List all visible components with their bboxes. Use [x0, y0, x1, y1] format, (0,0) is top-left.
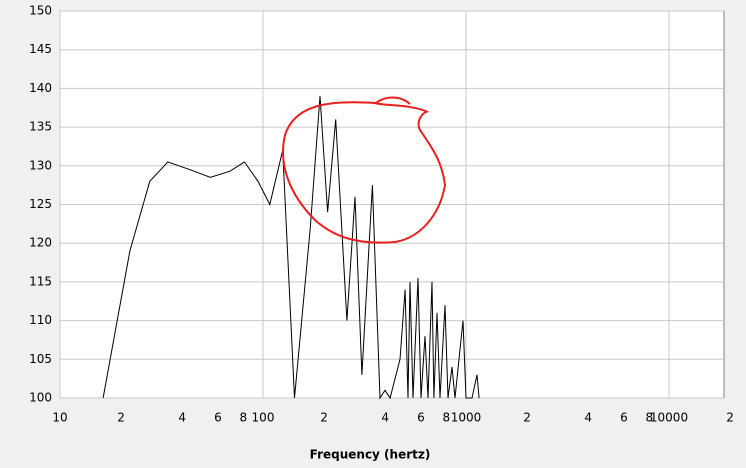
- x-tick-label: 8: [240, 411, 248, 425]
- y-tick-label: 140: [29, 81, 52, 95]
- x-tick-label: 2: [523, 411, 531, 425]
- x-tick-label: 6: [620, 411, 628, 425]
- x-tick-label: 8: [443, 411, 451, 425]
- y-tick-label: 105: [29, 352, 52, 366]
- annotation-circle: [282, 96, 447, 244]
- x-tick-label: 100: [252, 411, 275, 425]
- y-tick-label: 110: [29, 313, 52, 327]
- x-tick-label: 10000: [650, 411, 688, 425]
- y-tick-label: 145: [29, 42, 52, 56]
- x-tick-label: 2: [320, 411, 328, 425]
- x-tick-label: 1000: [451, 411, 482, 425]
- x-tick-label: 4: [381, 411, 389, 425]
- y-tick-label: 125: [29, 197, 52, 211]
- marks: [102, 96, 480, 400]
- y-tick-label: 120: [29, 236, 52, 250]
- x-tick-label: 10: [52, 411, 67, 425]
- y-tick-label: 130: [29, 158, 52, 172]
- x-tick-label: 6: [214, 411, 222, 425]
- response-line: [102, 96, 480, 400]
- x-tick-label: 4: [584, 411, 592, 425]
- x-tick-label: 2: [726, 411, 734, 425]
- y-tick-label: 135: [29, 120, 52, 134]
- y-tick-label: 115: [29, 274, 52, 288]
- grid: [59, 10, 724, 399]
- x-axis-label: Frequency (hertz): [310, 448, 431, 462]
- x-tick-label: 4: [178, 411, 186, 425]
- x-tick-label: 6: [417, 411, 425, 425]
- y-tick-label: 150: [29, 4, 52, 18]
- y-tick-label: 100: [29, 391, 52, 405]
- x-tick-label: 2: [117, 411, 125, 425]
- x-tick-label: 8: [646, 411, 654, 425]
